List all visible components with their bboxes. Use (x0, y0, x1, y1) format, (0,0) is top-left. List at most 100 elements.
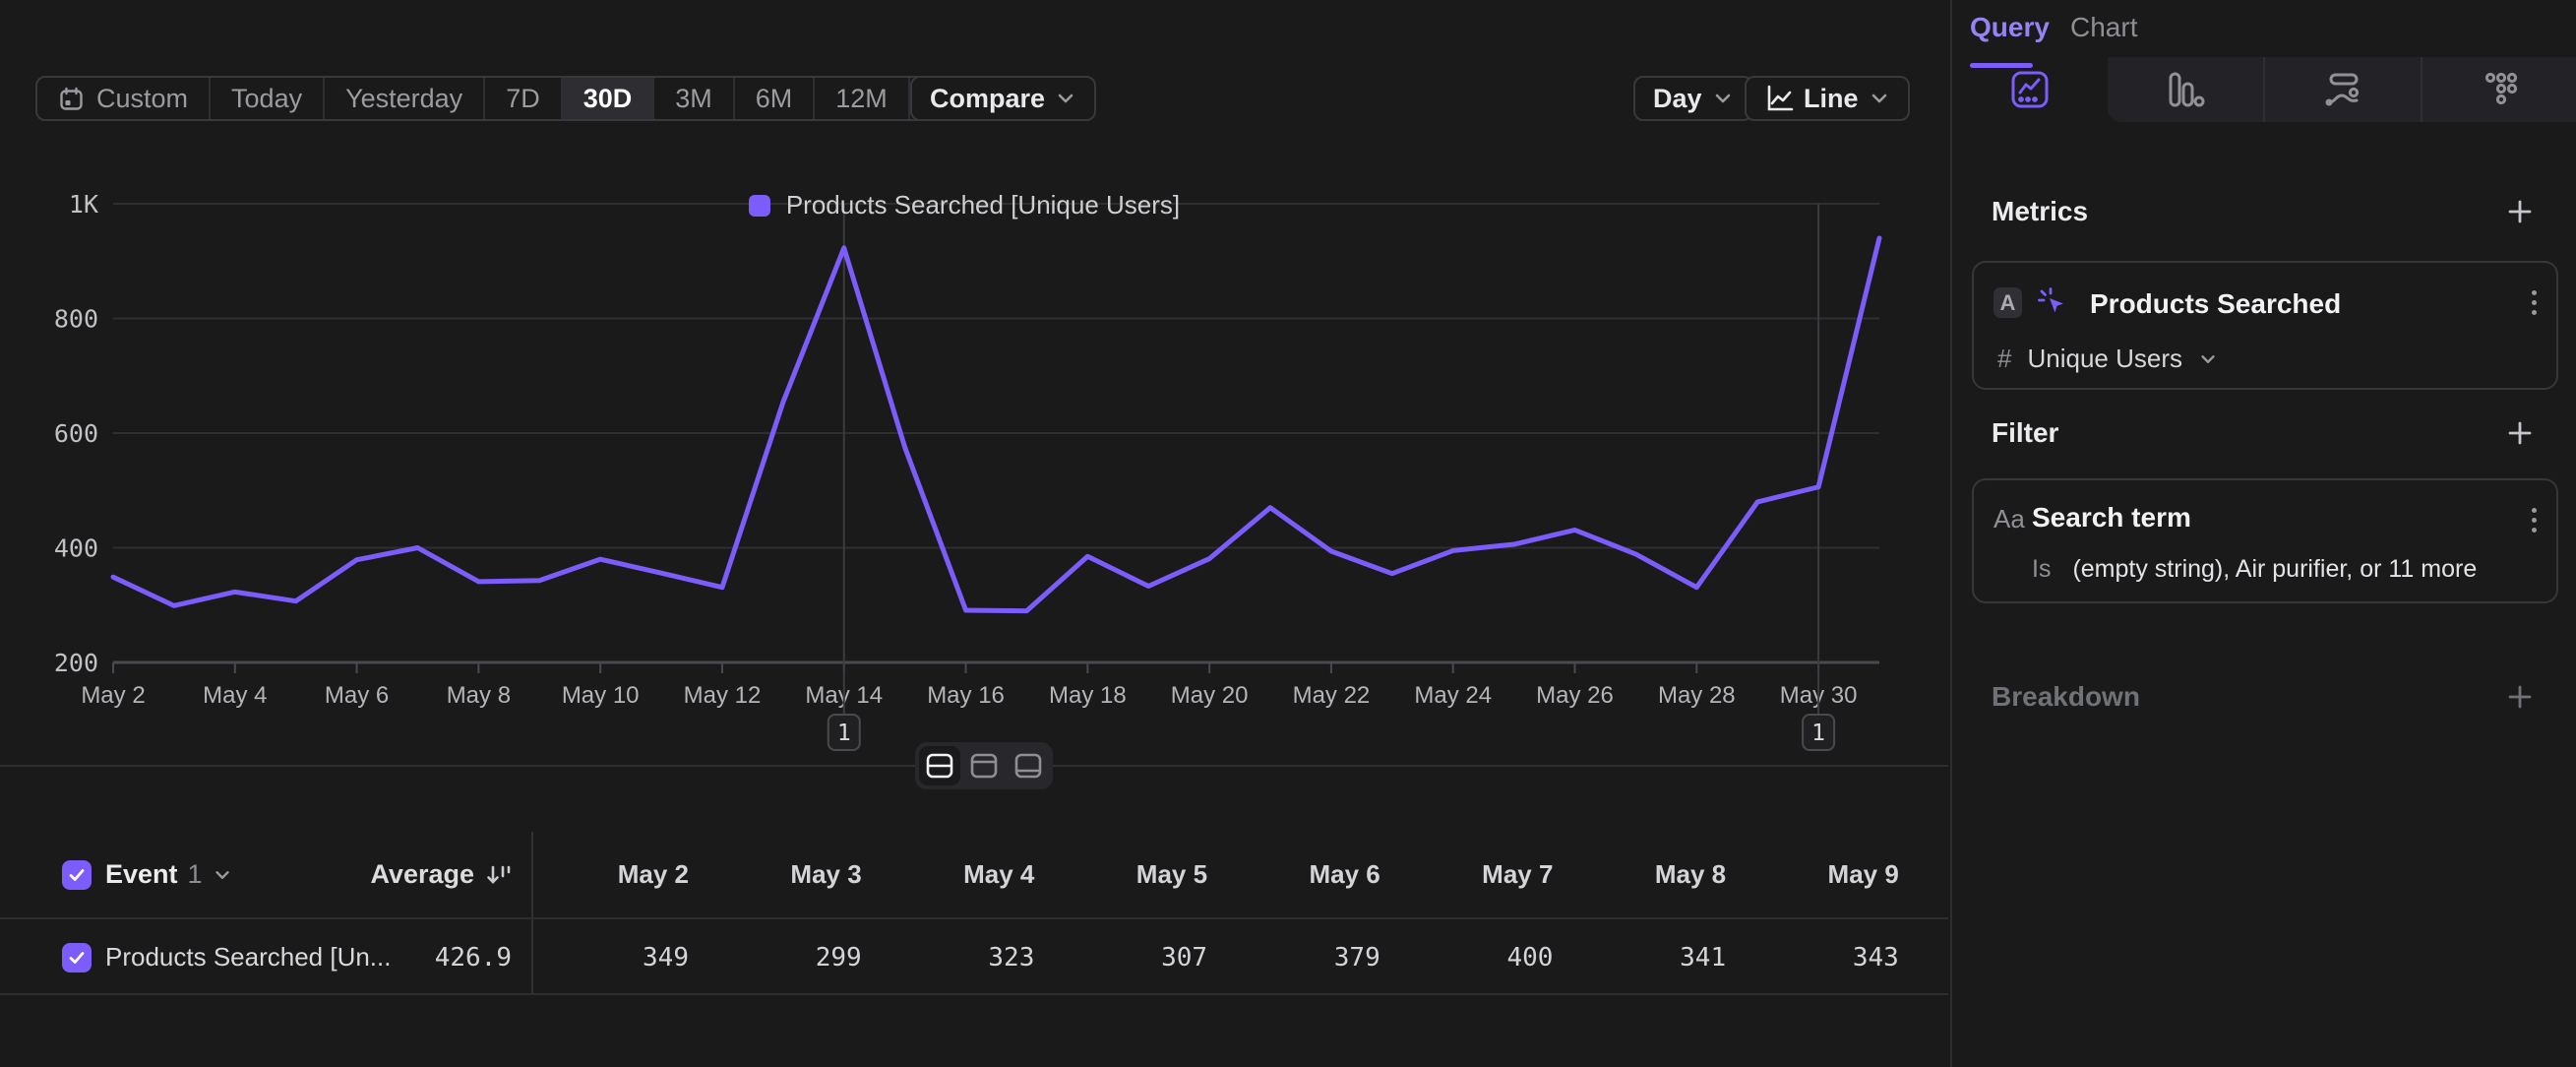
x-tick-label: May 10 (562, 682, 640, 709)
table-header-row: Event 1 Average May 2 May 3 May 4 May 5 May … (0, 832, 1948, 919)
report-tab-funnels[interactable] (2108, 57, 2263, 122)
metric-options-menu[interactable] (2532, 290, 2537, 315)
chevron-down-icon (1871, 94, 1886, 103)
range-label: 30D (583, 83, 633, 113)
date-cell-value: 343 (1852, 942, 1899, 973)
annotation-badge[interactable] (827, 714, 861, 751)
date-column-header[interactable]: May 8 (1654, 859, 1727, 889)
event-click-icon (2038, 287, 2063, 313)
date-cell-value: 349 (643, 942, 689, 973)
event-count: 1 (187, 859, 203, 889)
layout-chart-only-button[interactable] (963, 746, 1005, 785)
date-column-header[interactable]: May 2 (617, 859, 689, 889)
x-tick-label: May 24 (1414, 682, 1492, 709)
table-column-divider (531, 832, 533, 995)
date-column-header[interactable]: May 5 (1135, 859, 1208, 889)
active-tab-underline (1970, 63, 2033, 68)
breakdown-section-title: Breakdown (1992, 681, 2140, 712)
x-tick-label: May 16 (927, 682, 1005, 709)
aggregation-symbol: # (1997, 344, 2012, 373)
x-tick-label: May 4 (203, 682, 267, 709)
range-30d[interactable]: 30D (560, 78, 653, 119)
annotation-badge-label: 1 (837, 721, 851, 746)
filter-options-menu[interactable] (2532, 508, 2537, 533)
range-label: 6M (755, 83, 793, 113)
range-yesterday[interactable]: Yesterday (323, 78, 483, 119)
date-cell-value: 400 (1506, 942, 1554, 973)
tab-query[interactable]: Query (1970, 12, 2050, 42)
x-tick-label: May 26 (1536, 682, 1614, 709)
add-breakdown-button[interactable] (2505, 682, 2535, 712)
filter-property-name: Search term (2032, 502, 2191, 533)
retention-icon (2484, 72, 2518, 105)
date-column-header[interactable]: May 3 (790, 859, 862, 889)
chevron-down-icon (2201, 354, 2215, 363)
range-label: 12M (835, 83, 888, 113)
tab-chart[interactable]: Chart (2070, 12, 2138, 42)
report-tab-insights[interactable] (1952, 57, 2108, 122)
funnels-icon (2169, 72, 2205, 107)
range-label: Yesterday (345, 83, 463, 113)
metric-card[interactable]: A Products Searched # Unique Users (1972, 261, 2558, 390)
date-column-header[interactable]: May 4 (963, 859, 1035, 889)
add-filter-button[interactable] (2505, 418, 2535, 448)
range-label: Custom (96, 83, 189, 113)
report-tab-retention[interactable] (2421, 57, 2576, 122)
chevron-down-icon (1058, 94, 1073, 103)
x-tick-label: May 28 (1658, 682, 1736, 709)
string-property-badge: Aa (1993, 504, 2025, 534)
range-today[interactable]: Today (209, 78, 323, 119)
date-column-header[interactable]: May 6 (1309, 859, 1380, 889)
report-tab-flows[interactable] (2263, 57, 2421, 122)
event-header-label: Event (105, 859, 178, 889)
metric-aggregation[interactable]: # Unique Users (1997, 344, 2218, 374)
range-12m[interactable]: 12M (813, 78, 908, 119)
row-checkbox[interactable] (62, 943, 92, 973)
range-3m[interactable]: 3M (652, 78, 733, 119)
chart-type-select[interactable]: Line (1745, 76, 1910, 121)
layout-split-view-button[interactable] (919, 746, 960, 785)
annotation-badge[interactable] (1802, 714, 1836, 751)
split-view-icon (926, 753, 953, 779)
range-6m[interactable]: 6M (732, 78, 814, 119)
x-tick-label: May 30 (1780, 682, 1858, 709)
calendar-icon (60, 87, 83, 110)
x-tick-label: May 20 (1171, 682, 1249, 709)
chevron-down-icon (215, 870, 229, 879)
date-cell-value: 307 (1161, 942, 1208, 973)
y-tick-label: 400 (54, 534, 98, 563)
check-icon (69, 952, 85, 964)
average-header[interactable]: Average (285, 832, 512, 917)
range-7d[interactable]: 7D (483, 78, 561, 119)
chart-type-value: Line (1804, 83, 1859, 113)
chart-legend: Products Searched [Unique Users] (0, 190, 1929, 220)
table-row[interactable]: Products Searched [Un... 426.9 349 299 323… (0, 921, 1948, 995)
layout-toggle-group (915, 742, 1053, 789)
date-cell-value: 379 (1333, 942, 1380, 973)
average-header-label: Average (370, 859, 474, 889)
filter-section-title: Filter (1992, 417, 2059, 448)
series-line (110, 235, 1882, 614)
filter-values-summary: (empty string), Air purifier, or 11 more (2072, 555, 2478, 583)
x-tick-label: May 2 (81, 682, 145, 709)
date-cell-value: 299 (815, 942, 862, 973)
range-custom[interactable]: Custom (37, 78, 209, 119)
x-tick-label: May 12 (684, 682, 762, 709)
range-label: Today (231, 83, 303, 113)
layout-table-only-button[interactable] (1008, 746, 1049, 785)
compare-button[interactable]: Compare (910, 76, 1097, 121)
range-label: 7D (506, 83, 540, 113)
x-tick-label: May 14 (805, 682, 883, 709)
legend-label: Products Searched [Unique Users] (785, 190, 1181, 220)
date-column-header[interactable]: May 7 (1482, 859, 1554, 889)
granularity-select[interactable]: Day (1633, 76, 1753, 121)
filter-condition[interactable]: Is (empty string), Air purifier, or 11 m… (2032, 555, 2477, 584)
event-header[interactable]: Event 1 (105, 832, 232, 917)
add-metric-button[interactable] (2505, 197, 2535, 226)
filter-card[interactable]: Aa Search term Is (empty string), Air pu… (1972, 478, 2558, 603)
row-average-value: 426.9 (434, 942, 512, 973)
date-column-header[interactable]: May 9 (1827, 859, 1899, 889)
select-all-checkbox[interactable] (62, 860, 92, 890)
x-tick-label: May 6 (325, 682, 389, 709)
aggregation-value: Unique Users (2027, 344, 2182, 373)
